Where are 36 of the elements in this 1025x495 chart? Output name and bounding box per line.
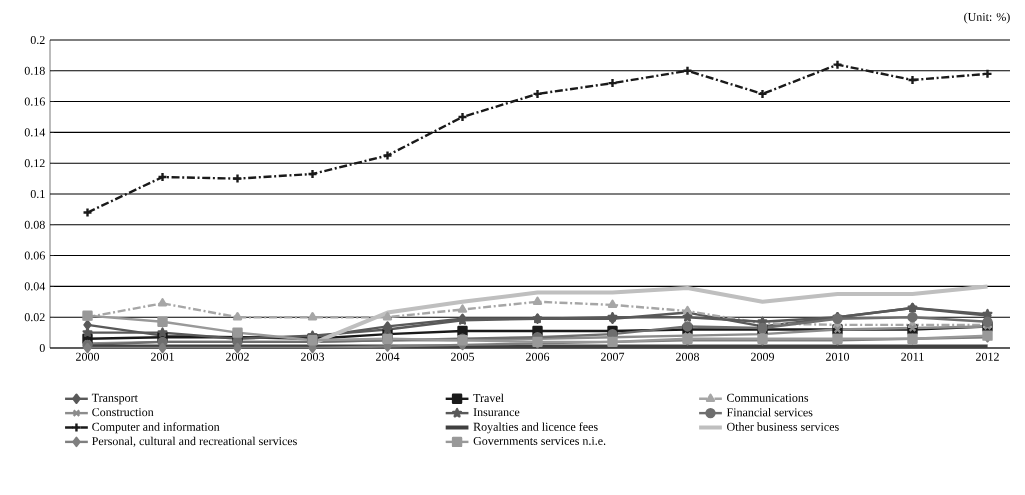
y-tick-label: 0.2 (30, 35, 45, 45)
legend-label: Personal, cultural and recreational services (92, 436, 297, 447)
y-tick-label: 0.12 (24, 159, 45, 168)
x-tick-label: 2008 (676, 352, 700, 361)
y-tick-label: 0.16 (24, 97, 45, 106)
y-tick-label: 0.1 (30, 189, 45, 199)
legend-label: Construction (92, 408, 154, 417)
x-tick-label: 2012 (976, 352, 999, 361)
x-tick-label: 2009 (751, 352, 774, 361)
y-tick-label: 0 (39, 343, 45, 353)
legend-label: Governments services n.i.e. (473, 436, 606, 446)
x-tick-label: 2001 (151, 352, 174, 361)
legend-label: Computer and information (92, 422, 220, 434)
y-tick-label: 0.18 (24, 66, 45, 75)
legend-label: Transport (91, 393, 138, 405)
x-tick-label: 2004 (376, 352, 400, 361)
x-tick-label: 2011 (901, 352, 924, 361)
x-tick-label: 2006 (526, 352, 550, 361)
legend-label: Royalties and licence fees (473, 422, 598, 434)
legend-label: Other business services (727, 422, 839, 431)
x-tick-label: 2002 (226, 352, 249, 361)
y-tick-label: 0.06 (24, 251, 45, 260)
x-tick-label: 2000 (76, 352, 100, 361)
legend-label: Financial services (726, 407, 813, 417)
x-tick-label: 2005 (451, 352, 475, 361)
y-tick-label: 0.04 (24, 282, 46, 291)
x-tick-label: 2003 (301, 352, 325, 361)
y-tick-label: 0.14 (24, 128, 46, 137)
x-tick-label: 2010 (826, 352, 850, 361)
y-tick-label: 0.08 (24, 220, 45, 229)
text: (Unit: %) (964, 12, 1010, 24)
legend-label: Communications (727, 393, 809, 402)
legend-label: Insurance (473, 408, 520, 417)
x-tick-label: 2007 (601, 352, 625, 361)
y-tick-label: 0.02 (24, 313, 45, 322)
legend-label: Travel (473, 393, 504, 403)
